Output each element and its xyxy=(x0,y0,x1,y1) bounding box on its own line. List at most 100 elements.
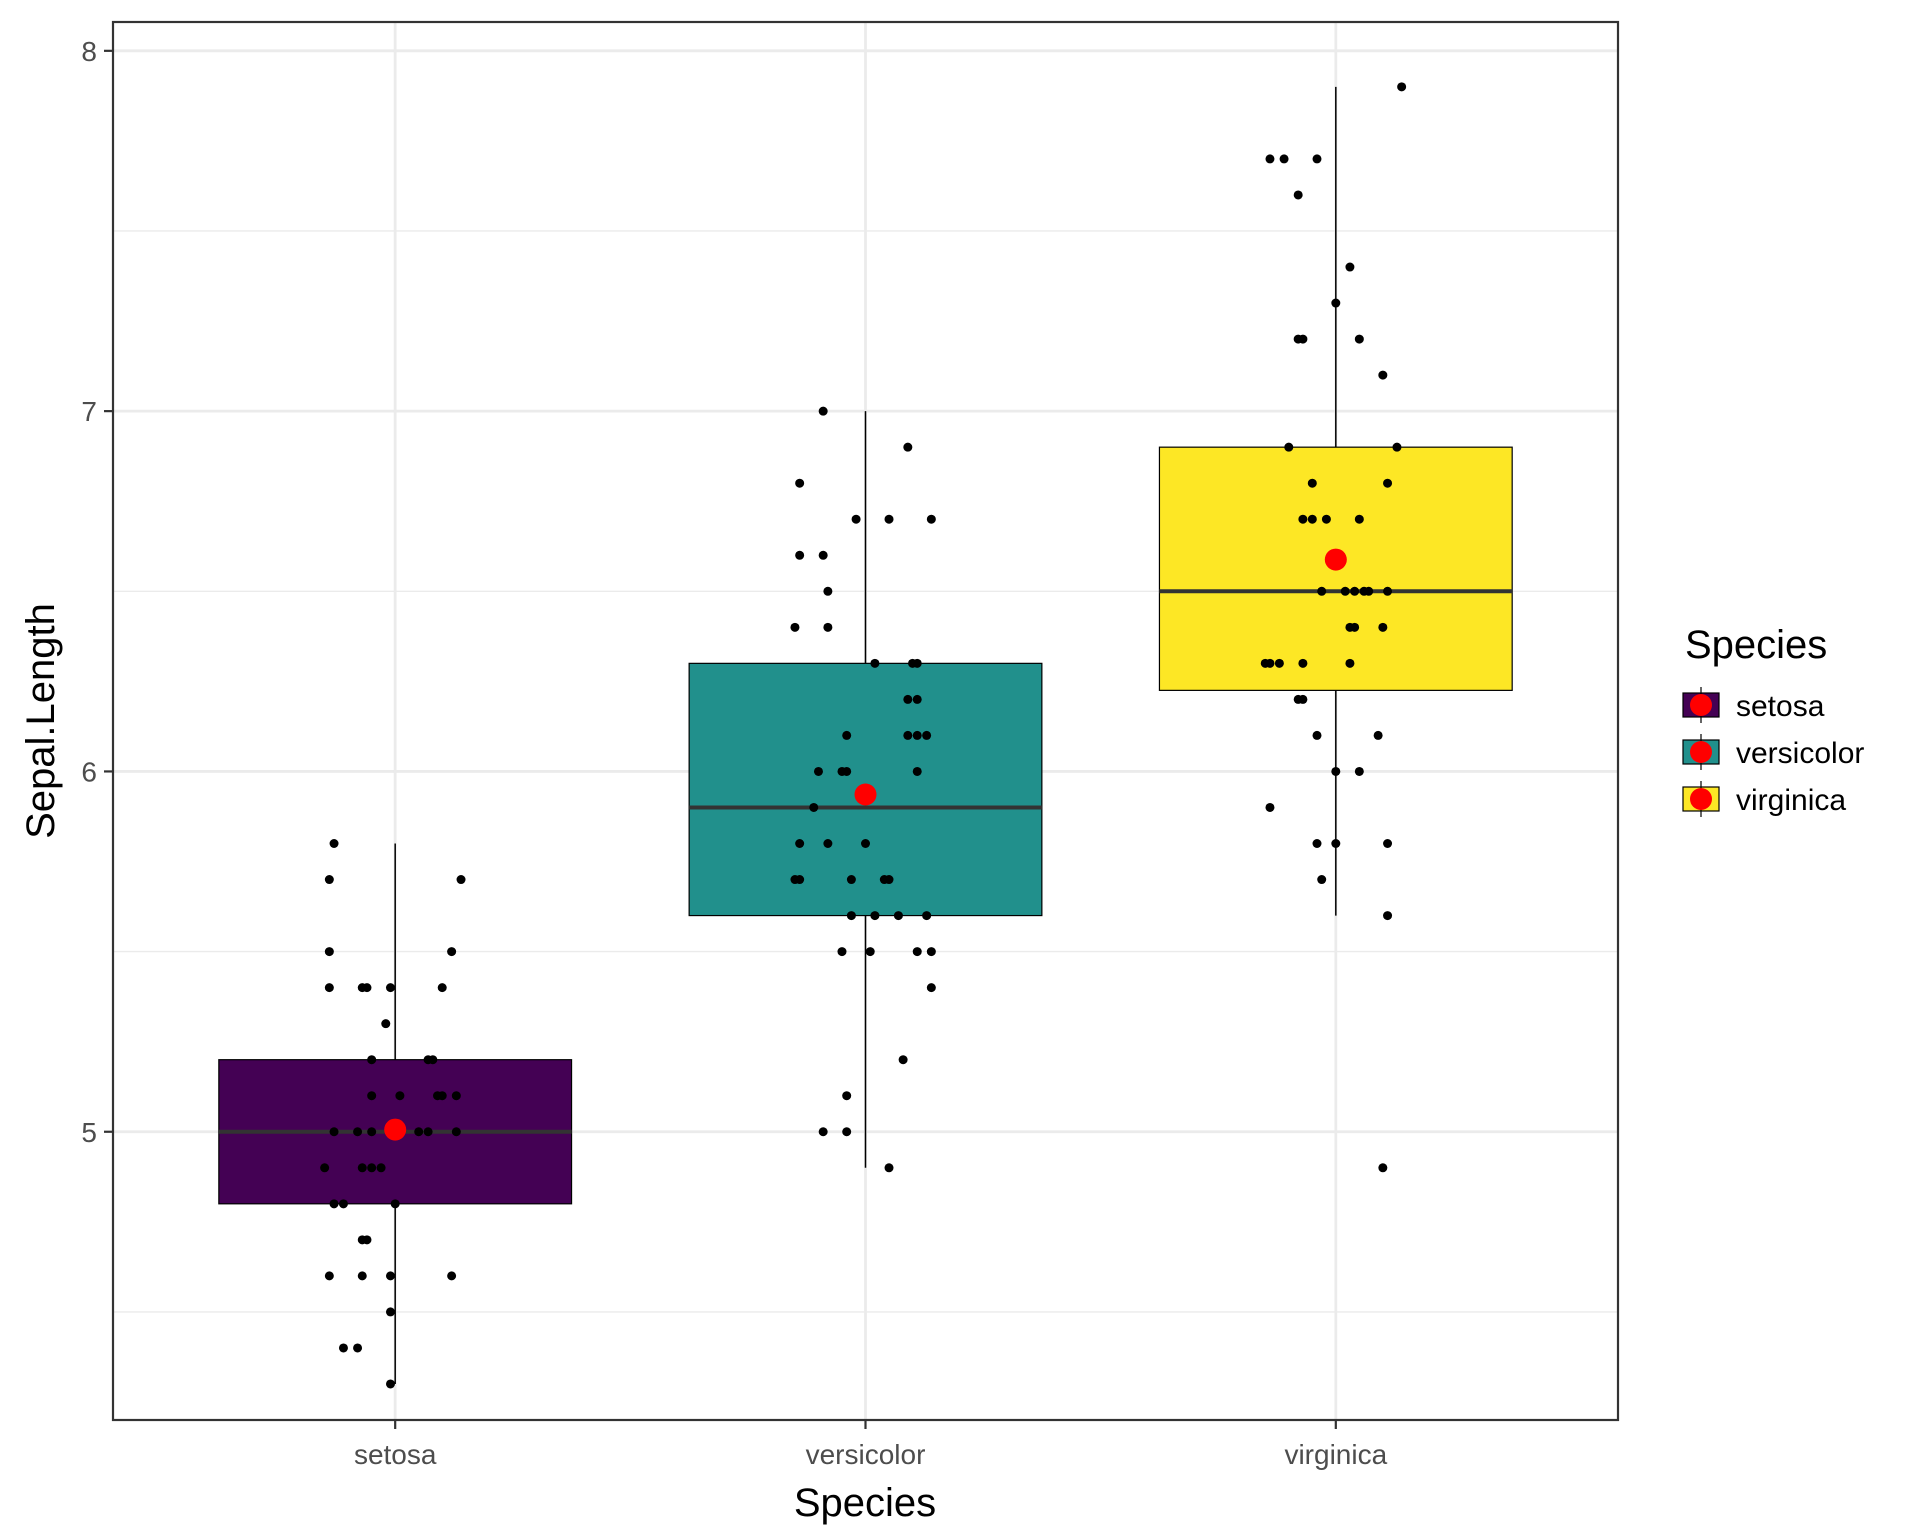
data-point xyxy=(809,802,819,812)
data-point xyxy=(1354,514,1364,524)
data-point xyxy=(1265,802,1275,812)
data-point xyxy=(926,947,936,957)
data-point xyxy=(1354,766,1364,776)
data-point xyxy=(1312,730,1322,740)
data-point xyxy=(423,1127,433,1137)
data-point xyxy=(338,1343,348,1353)
data-point xyxy=(884,875,894,885)
legend-label: setosa xyxy=(1736,690,1825,723)
data-point xyxy=(795,550,805,560)
data-point xyxy=(367,1055,377,1065)
data-point xyxy=(1383,586,1393,596)
data-point xyxy=(926,514,936,524)
x-tick-label: setosa xyxy=(354,1439,437,1470)
data-point xyxy=(818,406,828,416)
mean-marker-virginica xyxy=(1324,548,1347,571)
data-point xyxy=(1383,478,1393,488)
data-point xyxy=(1307,478,1317,488)
data-point xyxy=(870,658,880,668)
data-point xyxy=(1298,658,1308,668)
data-point xyxy=(823,839,833,849)
data-point xyxy=(1331,766,1341,776)
data-point xyxy=(1345,262,1355,272)
data-point xyxy=(1378,622,1388,632)
y-axis: 5 6 7 8 xyxy=(81,36,113,1148)
data-point xyxy=(842,1091,852,1101)
data-point xyxy=(353,1343,363,1353)
data-point xyxy=(329,839,339,849)
legend-key-mean xyxy=(1690,694,1712,716)
data-point xyxy=(1293,190,1303,200)
data-point xyxy=(376,1163,386,1173)
data-point xyxy=(1274,658,1284,668)
data-point xyxy=(428,1055,438,1065)
data-point xyxy=(912,730,922,740)
data-point xyxy=(353,1127,363,1137)
data-point xyxy=(842,1127,852,1137)
data-point xyxy=(837,947,847,957)
data-point xyxy=(926,983,936,993)
data-point xyxy=(437,983,447,993)
data-point xyxy=(1279,154,1289,164)
data-point xyxy=(357,1271,367,1281)
data-point xyxy=(1284,442,1294,452)
data-point xyxy=(1331,839,1341,849)
data-point xyxy=(846,911,856,921)
y-tick-label: 5 xyxy=(81,1117,97,1148)
data-point xyxy=(385,983,395,993)
data-point xyxy=(795,875,805,885)
data-point xyxy=(414,1127,424,1137)
legend-items: setosa versicolor virginica xyxy=(1682,687,1864,817)
data-point xyxy=(813,766,823,776)
legend-item-virginica: virginica xyxy=(1682,781,1846,817)
data-point xyxy=(456,875,466,885)
data-point xyxy=(324,947,334,957)
data-point xyxy=(385,1379,395,1389)
data-point xyxy=(1350,622,1360,632)
mean-marker-layer xyxy=(384,548,1347,1141)
data-point xyxy=(1265,658,1275,668)
data-point xyxy=(1317,875,1327,885)
data-point xyxy=(451,1091,461,1101)
data-point xyxy=(1397,82,1407,92)
data-point xyxy=(1298,334,1308,344)
data-point xyxy=(903,442,913,452)
data-point xyxy=(1340,586,1350,596)
data-point xyxy=(846,875,856,885)
data-point xyxy=(1321,514,1331,524)
plot-panel xyxy=(111,20,1620,1422)
data-point xyxy=(861,839,870,849)
data-point xyxy=(1354,334,1364,344)
data-point xyxy=(898,1055,908,1065)
data-point xyxy=(818,1127,828,1137)
data-point xyxy=(1265,154,1275,164)
data-point xyxy=(1378,1163,1388,1173)
data-point xyxy=(390,1199,400,1209)
data-point xyxy=(823,586,833,596)
data-point xyxy=(1307,514,1317,524)
data-point xyxy=(1378,370,1388,380)
data-point xyxy=(1383,911,1393,921)
data-point xyxy=(870,911,880,921)
data-point xyxy=(447,947,457,957)
data-point xyxy=(381,1019,391,1029)
legend-key-mean xyxy=(1690,788,1712,810)
data-point xyxy=(1373,730,1383,740)
data-point xyxy=(367,1091,377,1101)
data-point xyxy=(912,766,922,776)
x-axis-title: Species xyxy=(794,1481,936,1525)
data-point xyxy=(329,1127,339,1137)
data-point xyxy=(922,911,932,921)
data-point xyxy=(324,875,334,885)
data-point xyxy=(842,766,852,776)
legend-label: versicolor xyxy=(1736,737,1864,770)
data-point xyxy=(367,1163,377,1173)
data-point xyxy=(1298,514,1308,524)
data-point xyxy=(1392,442,1402,452)
data-point xyxy=(842,730,852,740)
data-point xyxy=(338,1199,348,1209)
data-point xyxy=(1312,154,1322,164)
data-point xyxy=(922,730,932,740)
data-point xyxy=(818,550,828,560)
